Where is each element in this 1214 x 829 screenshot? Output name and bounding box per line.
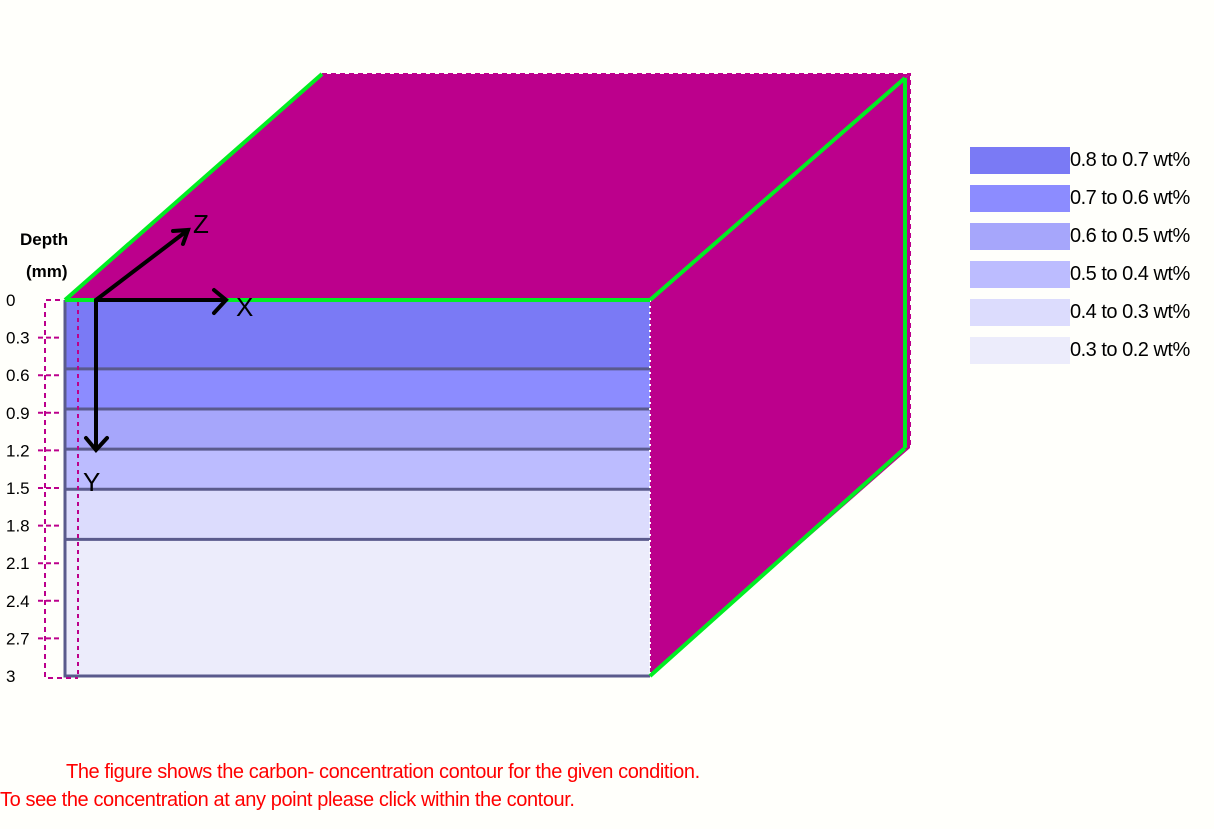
depth-tick-label: 2.4 (6, 592, 30, 611)
depth-guide (44, 299, 78, 679)
contour-layer[interactable] (65, 539, 650, 676)
green-edge (63, 72, 324, 302)
depth-axis-title: Depth (20, 230, 68, 249)
depth-tick-label: 0.9 (6, 404, 30, 423)
block-outline (63, 72, 907, 678)
legend-label: 0.3 to 0.2 wt% (1070, 339, 1190, 361)
depth-tick-label: 0 (6, 291, 15, 310)
caption-line-1: The figure shows the carbon- concentrati… (66, 761, 700, 783)
depth-tick-label: 3 (6, 667, 15, 686)
front-face-border (63, 300, 650, 678)
legend-label: 0.7 to 0.6 wt% (1070, 187, 1190, 209)
concentration-contour[interactable] (63, 300, 650, 678)
legend-swatch (970, 223, 1070, 250)
coordinate-axes (84, 227, 229, 454)
depth-axis: 0 0.3 0.6 0.9 1.2 1.5 1.8 2.1 2.4 2.7 3 (6, 291, 60, 686)
legend-label: 0.6 to 0.5 wt% (1070, 225, 1190, 247)
instruction-caption: The figure shows the carbon- concentrati… (0, 758, 900, 814)
legend-swatch (970, 147, 1070, 174)
legend-swatch (970, 185, 1070, 212)
depth-guide-line (44, 299, 78, 679)
contour-layer[interactable] (65, 409, 650, 450)
depth-tick-label: 0.6 (6, 366, 30, 385)
y-axis-label: Y (83, 467, 100, 497)
z-arrowhead (171, 227, 191, 246)
y-arrowhead (84, 436, 109, 454)
depth-tick-label: 1.5 (6, 479, 30, 498)
legend-label: 0.4 to 0.3 wt% (1070, 301, 1190, 323)
contour-layer[interactable] (65, 300, 650, 369)
depth-tick-label: 0.3 (6, 329, 30, 348)
x-axis-label: X (236, 292, 253, 322)
x-arrowhead (212, 288, 229, 315)
z-axis-arrow (94, 228, 190, 302)
legend-label: 0.8 to 0.7 wt% (1070, 149, 1190, 171)
green-edge (648, 446, 907, 678)
top-dashed-edge (322, 73, 911, 448)
contour-layer[interactable] (65, 449, 650, 490)
legend-label: 0.5 to 0.4 wt% (1070, 263, 1190, 285)
z-axis-label: Z (193, 209, 209, 239)
green-edge (648, 76, 907, 302)
legend-swatch (970, 337, 1070, 364)
legend-swatch (970, 299, 1070, 326)
depth-tick-label: 2.7 (6, 629, 30, 648)
depth-tick-label: 2.1 (6, 554, 30, 573)
contour-layer[interactable] (65, 489, 650, 540)
block-top-face (65, 74, 910, 300)
depth-tick-label: 1.8 (6, 517, 30, 536)
block-right-face (650, 74, 910, 676)
legend-swatch (970, 261, 1070, 288)
contour-layer[interactable] (65, 368, 650, 410)
depth-axis-unit: (mm) (26, 262, 68, 281)
caption-line-2: To see the concentration at any point pl… (0, 789, 575, 811)
depth-tick-label: 1.2 (6, 441, 30, 460)
